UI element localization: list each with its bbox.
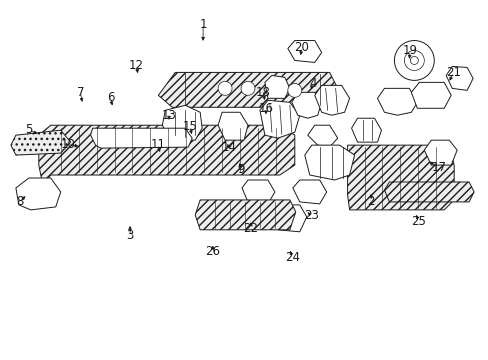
Text: 3: 3 (126, 229, 133, 242)
Text: 12: 12 (129, 59, 143, 72)
Polygon shape (377, 88, 416, 115)
Polygon shape (347, 145, 453, 210)
Text: 15: 15 (182, 120, 197, 133)
Polygon shape (195, 200, 295, 230)
Text: 7: 7 (77, 86, 84, 99)
Text: 10: 10 (61, 138, 76, 150)
Polygon shape (90, 128, 192, 148)
Text: 23: 23 (304, 210, 319, 222)
Polygon shape (287, 41, 321, 62)
Text: 4: 4 (308, 77, 316, 90)
Text: 18: 18 (255, 86, 270, 99)
Polygon shape (446, 67, 472, 90)
Polygon shape (351, 118, 381, 142)
Polygon shape (162, 105, 202, 140)
Text: 26: 26 (205, 245, 220, 258)
Circle shape (394, 41, 433, 80)
Circle shape (287, 84, 301, 97)
Text: 22: 22 (243, 222, 258, 235)
Polygon shape (39, 125, 294, 185)
Polygon shape (384, 182, 473, 202)
Polygon shape (314, 85, 349, 115)
Circle shape (218, 81, 232, 95)
Text: 8: 8 (16, 195, 23, 208)
Polygon shape (11, 130, 71, 155)
Text: 17: 17 (431, 161, 446, 174)
Text: 13: 13 (161, 109, 176, 122)
Polygon shape (410, 82, 450, 108)
Text: 1: 1 (199, 18, 206, 31)
Text: 14: 14 (221, 141, 236, 154)
Polygon shape (260, 100, 299, 138)
Polygon shape (304, 145, 354, 180)
Circle shape (404, 50, 424, 71)
Text: 16: 16 (258, 102, 273, 115)
Polygon shape (264, 75, 289, 98)
Text: 19: 19 (402, 44, 417, 57)
Text: 5: 5 (25, 123, 33, 136)
Polygon shape (271, 205, 306, 232)
Circle shape (241, 81, 254, 95)
Circle shape (409, 57, 417, 64)
Polygon shape (242, 180, 274, 204)
Text: 21: 21 (446, 66, 461, 79)
Polygon shape (218, 112, 247, 140)
Text: 24: 24 (284, 251, 299, 264)
Text: 2: 2 (366, 195, 374, 208)
Polygon shape (424, 140, 456, 165)
Text: 20: 20 (294, 41, 309, 54)
Polygon shape (292, 180, 326, 204)
Polygon shape (291, 92, 321, 118)
Text: 25: 25 (410, 215, 426, 228)
Text: 9: 9 (237, 163, 244, 176)
Text: 11: 11 (150, 138, 165, 150)
Polygon shape (16, 178, 61, 210)
Polygon shape (158, 72, 339, 107)
Polygon shape (307, 125, 337, 147)
Text: 6: 6 (106, 91, 114, 104)
